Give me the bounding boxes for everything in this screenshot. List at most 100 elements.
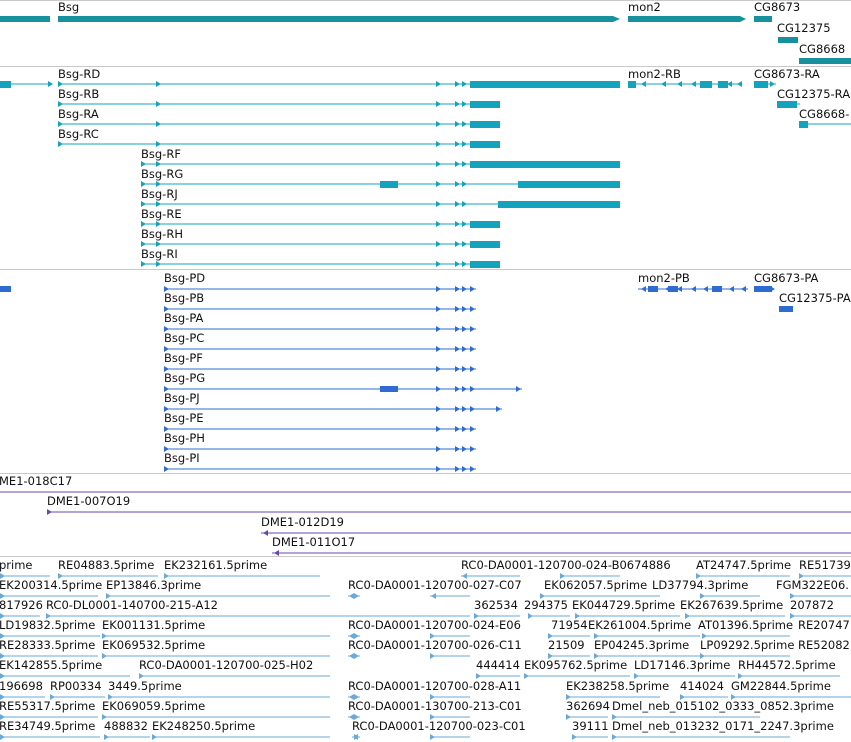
strand-arrow[interactable] (349, 653, 354, 659)
strand-arrow[interactable] (462, 161, 467, 167)
exon-block[interactable] (470, 261, 500, 268)
strand-arrow[interactable] (462, 426, 467, 432)
est-label[interactable]: EK200314.5prime (0, 578, 103, 592)
exon-block[interactable] (648, 286, 658, 292)
strand-arrow[interactable] (455, 101, 460, 107)
est-label[interactable]: 3449.5prime (108, 679, 182, 693)
strand-arrow[interactable] (139, 673, 144, 679)
est-label[interactable]: LD37794.3prime (652, 578, 749, 592)
strand-arrow[interactable] (462, 241, 467, 247)
track-separator[interactable] (0, 269, 851, 270)
est-label[interactable]: RE20747 (798, 618, 850, 632)
est-label[interactable]: 444414 (476, 658, 520, 672)
gene-arrow[interactable] (613, 16, 620, 22)
est-label[interactable]: RE51739 (799, 558, 851, 572)
strand-arrow[interactable] (0, 593, 5, 599)
strand-arrow[interactable] (164, 466, 169, 472)
strand-arrow[interactable] (274, 550, 279, 556)
strand-arrow[interactable] (156, 141, 161, 147)
est-label[interactable]: RE52082 (798, 638, 850, 652)
exon-block[interactable] (700, 81, 712, 88)
strand-arrow[interactable] (58, 141, 63, 147)
strand-arrow[interactable] (156, 241, 161, 247)
strand-arrow[interactable] (436, 406, 441, 412)
strand-arrow[interactable] (58, 121, 63, 127)
strand-arrow[interactable] (572, 734, 577, 740)
gene-bsg-left[interactable] (0, 16, 50, 22)
exon-block[interactable] (712, 286, 722, 292)
track-separator[interactable] (0, 0, 851, 1)
gene-cg12375[interactable] (778, 37, 798, 43)
strand-arrow[interactable] (476, 673, 481, 679)
strand-arrow[interactable] (58, 573, 63, 579)
protein-label[interactable]: CG8673-PA (754, 271, 819, 285)
est-label[interactable]: EK001131.5prime (102, 618, 206, 632)
strand-arrow[interactable] (164, 446, 169, 452)
protein-label[interactable]: Bsg-PF (164, 351, 203, 365)
strand-arrow[interactable] (436, 426, 441, 432)
strand-arrow[interactable] (594, 653, 599, 659)
strand-arrow[interactable] (430, 734, 435, 740)
strand-arrow[interactable] (516, 386, 521, 392)
strand-arrow[interactable] (164, 286, 169, 292)
strand-arrow[interactable] (462, 121, 467, 127)
strand-arrow[interactable] (436, 286, 441, 292)
strand-arrow[interactable] (141, 181, 146, 187)
strand-arrow[interactable] (102, 714, 107, 720)
strand-arrow[interactable] (462, 346, 467, 352)
est-label[interactable]: EK232161.5prime (164, 558, 268, 572)
est-label[interactable]: 21509 (548, 638, 585, 652)
strand-arrow[interactable] (349, 714, 354, 720)
strand-arrow[interactable] (455, 446, 460, 452)
strand-arrow[interactable] (731, 694, 736, 700)
track-separator[interactable] (0, 556, 851, 557)
strand-arrow[interactable] (455, 221, 460, 227)
strand-arrow[interactable] (470, 326, 475, 332)
strand-arrow[interactable] (462, 181, 467, 187)
est-label[interactable]: Dmel_neb_015102_0333_0852.3prime (612, 699, 834, 713)
strand-arrow[interactable] (354, 694, 359, 700)
protein-label[interactable]: Bsg-PI (164, 451, 200, 465)
strand-arrow[interactable] (455, 241, 460, 247)
strand-arrow[interactable] (566, 694, 571, 700)
strand-arrow[interactable] (430, 714, 435, 720)
strand-arrow[interactable] (462, 221, 467, 227)
exon-block[interactable] (470, 121, 500, 128)
strand-arrow[interactable] (496, 406, 501, 412)
protein-label[interactable]: Bsg-PD (164, 271, 206, 285)
strand-arrow[interactable] (108, 694, 113, 700)
strand-arrow[interactable] (436, 161, 441, 167)
strand-arrow[interactable] (0, 694, 5, 700)
strand-arrow[interactable] (455, 306, 460, 312)
strand-arrow[interactable] (455, 466, 460, 472)
strand-arrow[interactable] (436, 141, 441, 147)
est-label[interactable]: LD19832.5prime (0, 618, 96, 632)
est-label[interactable]: EP13846.3prime (106, 578, 202, 592)
strand-arrow[interactable] (540, 593, 545, 599)
clone-label[interactable]: DME1-007O19 (47, 494, 131, 508)
est-label[interactable]: EK062057.5prime (544, 578, 648, 592)
transcript-label[interactable]: Bsg-RB (58, 87, 100, 101)
transcript-label[interactable]: CG12375-RA (777, 87, 851, 101)
strand-arrow[interactable] (431, 593, 436, 599)
protein-label[interactable]: Bsg-PC (164, 331, 205, 345)
strand-arrow[interactable] (703, 286, 708, 292)
strand-arrow[interactable] (770, 286, 775, 292)
est-label[interactable]: Dmel_neb_013232_0171_2247.3prime (612, 719, 834, 733)
gene-label-mon2[interactable]: mon2 (628, 0, 661, 14)
strand-arrow[interactable] (612, 734, 617, 740)
exon-block[interactable] (470, 81, 620, 88)
strand-arrow[interactable] (462, 261, 467, 267)
strand-arrow[interactable] (141, 201, 146, 207)
exon-block[interactable] (777, 101, 797, 108)
transcript-label[interactable]: CG8668- (799, 107, 850, 121)
transcript-label[interactable]: mon2-RB (628, 67, 681, 81)
est-label[interactable]: FGM322E06. (776, 578, 849, 592)
track-separator[interactable] (0, 473, 851, 474)
strand-arrow[interactable] (436, 446, 441, 452)
transcript-label[interactable]: Bsg-RC (58, 127, 99, 141)
strand-arrow[interactable] (462, 326, 467, 332)
est-label[interactable]: EK095762.5prime (524, 658, 628, 672)
protein-label[interactable]: Bsg-PG (164, 371, 206, 385)
strand-arrow[interactable] (548, 633, 553, 639)
